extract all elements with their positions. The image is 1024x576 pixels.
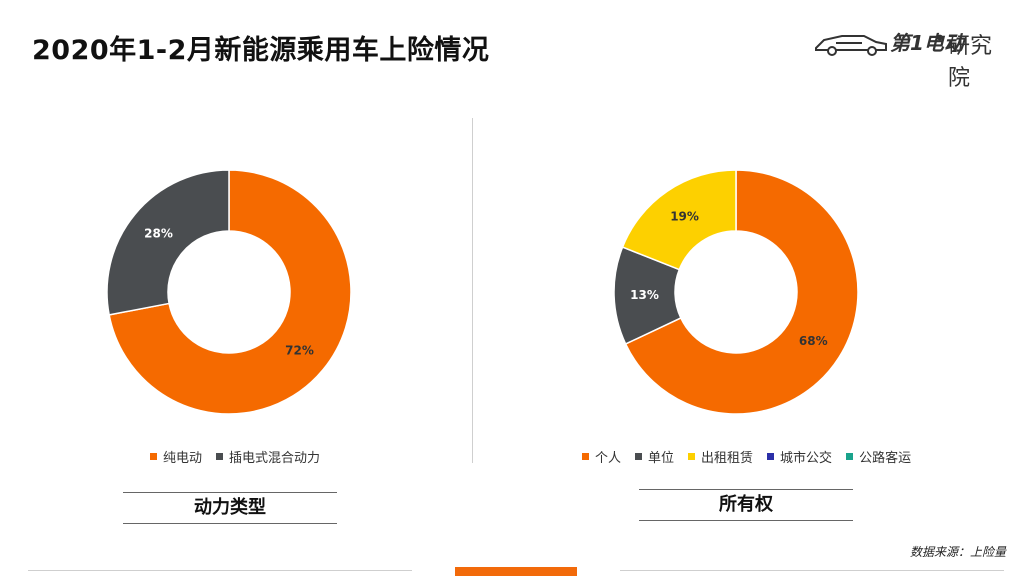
- legend-label: 城市公交: [780, 451, 833, 466]
- legend-label: 纯电动: [163, 451, 203, 466]
- data-label-1-0: 68%: [799, 334, 828, 348]
- donut-slice-0-1: [106, 169, 230, 316]
- data-label-0-1: 28%: [144, 227, 173, 241]
- logo-institute-text: 研究院: [948, 34, 993, 91]
- legend-label: 个人: [595, 451, 622, 466]
- legend-ownership: 个人 单位 出租租赁 城市公交 公路客运: [582, 447, 911, 466]
- data-source-note: 数据来源：上险量: [909, 545, 1006, 559]
- data-label-0-0: 72%: [285, 343, 314, 357]
- logo-dot: •: [934, 26, 946, 50]
- legend-label: 插电式混合动力: [229, 451, 321, 466]
- legend-swatch-icon: [767, 453, 775, 460]
- footer-accent-bar: [455, 567, 577, 576]
- donut-slice-1-2: [621, 169, 737, 271]
- vertical-divider: [472, 118, 473, 463]
- legend-item-0-1: 插电式混合动力: [216, 447, 320, 466]
- legend-item-0-0: 纯电动: [150, 447, 202, 466]
- donut-chart-power-type: 72% 28%: [106, 169, 352, 415]
- donut-chart-ownership: 68% 13% 19%: [613, 169, 859, 415]
- legend-swatch-icon: [216, 453, 224, 460]
- data-label-1-2: 19%: [670, 209, 699, 223]
- legend-swatch-icon: [635, 453, 643, 460]
- caption-power-type: 动力类型: [123, 492, 337, 524]
- legend-item-1-1: 单位: [635, 447, 674, 466]
- legend-power-type: 纯电动 插电式混合动力: [150, 447, 320, 466]
- donut-slice-1-0: [624, 169, 859, 415]
- legend-item-1-0: 个人: [582, 447, 621, 466]
- legend-label: 出租租赁: [701, 451, 754, 466]
- brand-logo: 第1电动 • 研究院: [812, 24, 1012, 91]
- legend-swatch-icon: [150, 453, 157, 460]
- donut-slice-0-0: [108, 169, 352, 415]
- legend-label: 公路客运: [859, 451, 912, 466]
- car-logo-icon: [815, 35, 887, 56]
- legend-swatch-icon: [846, 453, 854, 460]
- legend-item-1-3: 城市公交: [767, 447, 832, 466]
- footer-line-left: [28, 570, 412, 571]
- data-label-1-1: 13%: [630, 288, 659, 302]
- caption-ownership: 所有权: [639, 489, 853, 521]
- logo-brand-text: 第1电动: [890, 31, 964, 55]
- footer-line-right: [620, 570, 1004, 571]
- legend-label: 单位: [648, 451, 675, 466]
- legend-swatch-icon: [688, 453, 696, 460]
- page-title: 2020年1-2月新能源乘用车上险情况: [32, 35, 490, 66]
- legend-item-1-4: 公路客运: [846, 447, 911, 466]
- legend-swatch-icon: [582, 453, 589, 460]
- legend-item-1-2: 出租租赁: [688, 447, 753, 466]
